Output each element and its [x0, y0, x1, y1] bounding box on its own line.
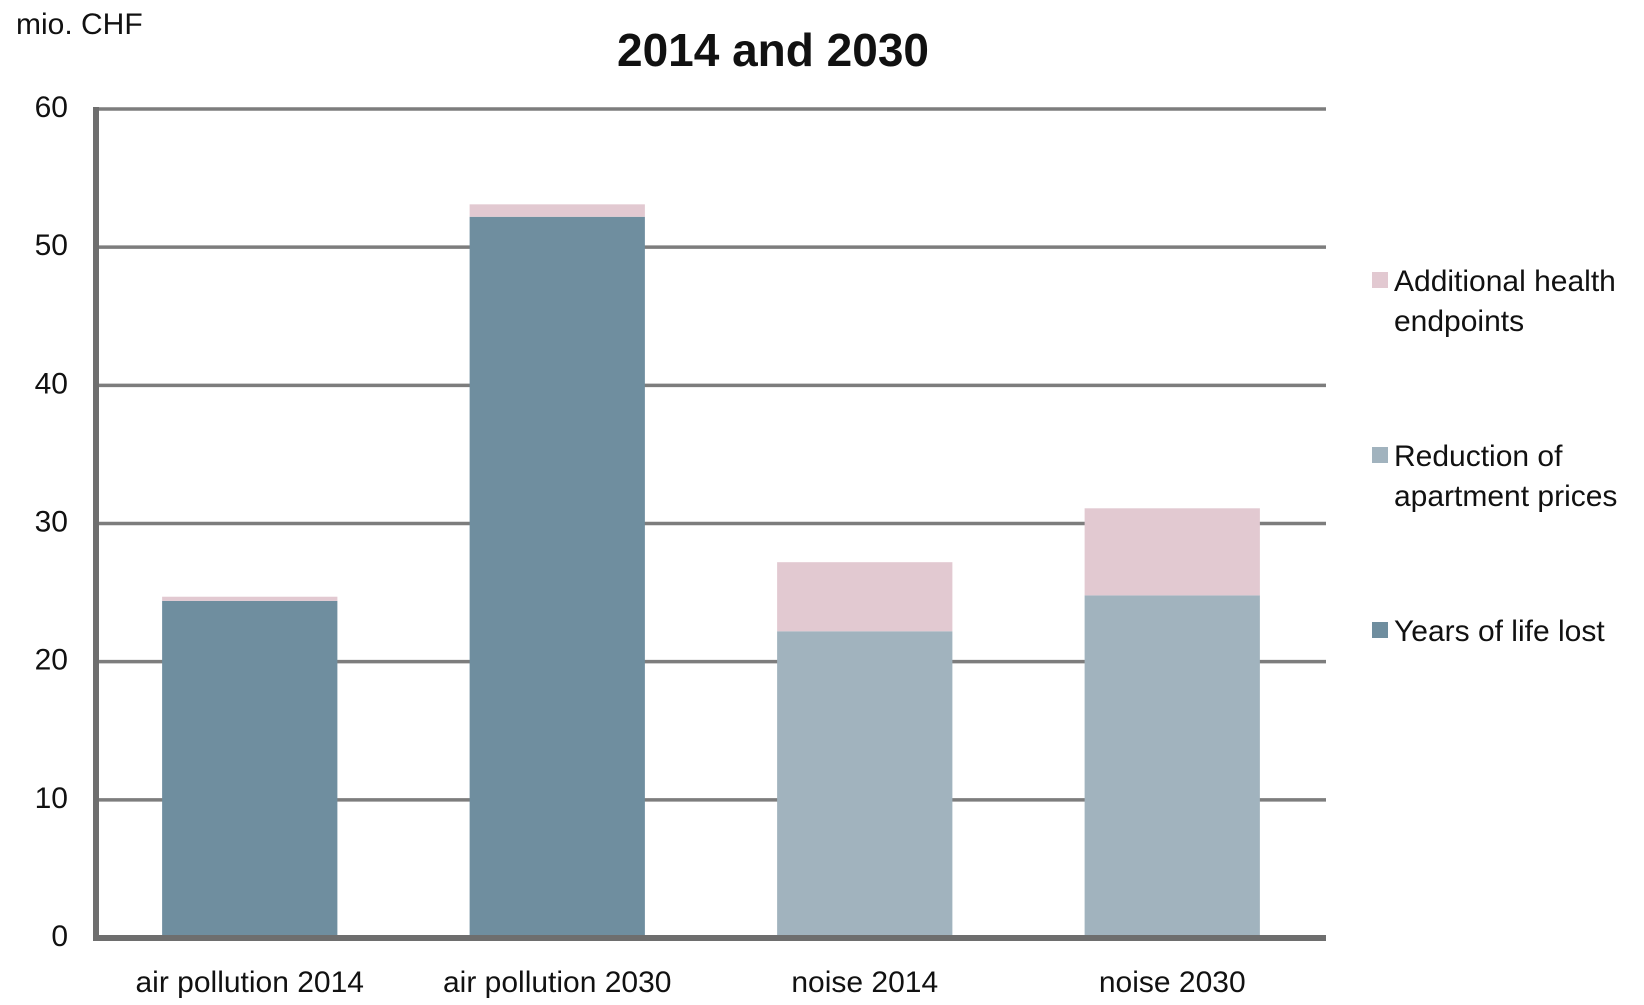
y-tick-label: 60 — [35, 91, 68, 124]
legend-item: Years of life lost — [1372, 612, 1637, 652]
legend-label: Years of life lost — [1394, 615, 1605, 648]
bar-segment — [469, 204, 645, 217]
legend-label: Additional health endpoints — [1394, 265, 1616, 338]
x-tick-label: noise 2030 — [1099, 966, 1246, 999]
bar-segment — [162, 596, 338, 601]
legend-swatch — [1372, 447, 1388, 463]
x-tick-label: air pollution 2014 — [135, 966, 364, 999]
legend-item: Reduction of apartment prices — [1372, 437, 1637, 517]
y-tick-label: 50 — [35, 229, 68, 262]
y-tick-label: 30 — [35, 505, 68, 538]
legend-label: Reduction of apartment prices — [1394, 440, 1618, 513]
bar-segment — [777, 562, 953, 632]
bar-segment — [469, 216, 645, 938]
bar-segment — [777, 631, 953, 938]
y-tick-label: 10 — [35, 782, 68, 815]
bar-segment — [1084, 508, 1260, 596]
chart-title: 2014 and 2030 — [617, 24, 929, 76]
bar-segment — [162, 600, 338, 938]
y-tick-label: 20 — [35, 644, 68, 677]
x-tick-label: air pollution 2030 — [443, 966, 672, 999]
legend-swatch — [1372, 622, 1388, 638]
y-tick-label: 40 — [35, 367, 68, 400]
y-tick-label: 0 — [51, 920, 68, 953]
x-tick-label: noise 2014 — [791, 966, 938, 999]
legend-swatch — [1372, 272, 1388, 288]
legend-item: Additional health endpoints — [1372, 262, 1637, 342]
y-axis-label: mio. CHF — [16, 8, 143, 41]
bar-segment — [1084, 595, 1260, 938]
